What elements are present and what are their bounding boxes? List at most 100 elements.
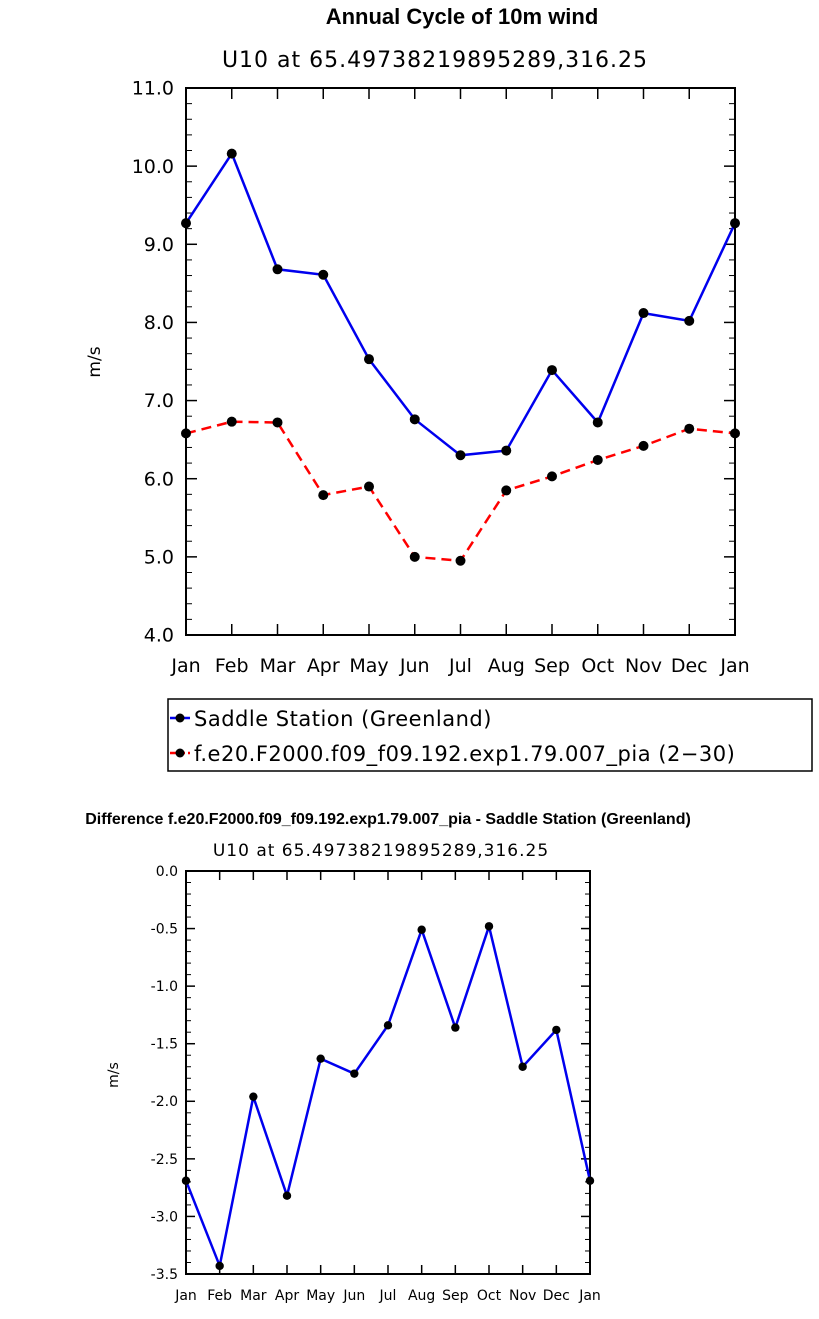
chart1-series-1-point — [730, 428, 740, 439]
chart1-xtick-label: Mar — [260, 655, 296, 677]
legend-box — [167, 698, 813, 772]
chart2-ylabel: m/s — [106, 1062, 122, 1088]
chart1-ytick-label: 9.0 — [144, 234, 174, 256]
chart2-xtick-label: Jan — [174, 1288, 197, 1304]
chart2-ytick-label: -3.0 — [151, 1209, 178, 1225]
chart1-series-1-point — [684, 423, 695, 434]
chart2-series-0-point — [181, 1176, 191, 1185]
chart2-xtick-label: Jan — [578, 1288, 601, 1304]
chart2-title: Difference f.e20.F2000.f09_f09.192.exp1.… — [85, 811, 691, 828]
chart1-xtick-label: Dec — [671, 655, 708, 677]
chart1-series-0-point — [455, 450, 466, 461]
chart2-series-0-point — [282, 1191, 292, 1200]
chart1-series-1-point — [181, 428, 191, 439]
chart2-xtick-label: Jun — [342, 1288, 365, 1304]
chart2-xtick-label: Aug — [408, 1288, 435, 1304]
chart2-xtick-label: Dec — [543, 1288, 570, 1304]
chart1-series-0-point — [730, 218, 740, 229]
chart2-series-0-point — [585, 1176, 595, 1185]
chart2-ytick-label: -3.5 — [151, 1267, 178, 1283]
chart1-series-1-point — [638, 440, 649, 451]
chart1-xtick-label: Feb — [215, 655, 249, 677]
chart1-series-0-line — [184, 150, 737, 457]
chart1-series-1-point — [318, 490, 329, 501]
chart1-xtick-label: Jul — [448, 655, 472, 677]
chart2-xtick-label: May — [306, 1288, 335, 1304]
chart2-series-0-point — [552, 1025, 561, 1035]
legend — [170, 713, 190, 758]
chart2-series-0-point — [451, 1023, 460, 1032]
chart1-series-0-point — [501, 445, 512, 456]
chart1-series-0-point — [318, 269, 329, 280]
chart1-series-0-point — [181, 218, 191, 229]
chart1-series-0-point — [409, 414, 420, 425]
chart1-ytick-label: 5.0 — [144, 547, 174, 569]
legend-label-saddle: Saddle Station (Greenland) — [194, 707, 492, 731]
chart2-xtick-label: Feb — [207, 1288, 232, 1304]
chart1-xtick-label: Aug — [488, 655, 525, 677]
legend-marker-model — [175, 748, 185, 758]
chart1-ytick-label: 10.0 — [132, 156, 174, 178]
chart1-xtick-label: Jun — [399, 655, 430, 677]
chart2-series-0-point — [383, 1021, 393, 1030]
chart1-series-0-point — [547, 365, 557, 376]
chart2-series-0-point — [518, 1062, 527, 1071]
chart1-ytick-label: 7.0 — [144, 390, 174, 412]
chart1-series-1-line — [185, 420, 736, 563]
chart1-xtick-label: Sep — [534, 655, 570, 677]
chart2-series-0-line — [184, 921, 592, 1271]
chart2-series-0-point — [215, 1261, 224, 1271]
chart2-series-0-point — [316, 1054, 325, 1063]
chart2-xtick-label: Apr — [275, 1288, 299, 1304]
chart2-xtick-label: Mar — [240, 1288, 267, 1304]
chart1-frame — [185, 87, 736, 636]
chart1-title: Annual Cycle of 10m wind — [326, 4, 599, 29]
chart2-ytick-label: -2.5 — [151, 1152, 178, 1168]
chart1-series-0-point — [638, 308, 649, 319]
chart1-series-0-point — [226, 148, 237, 159]
chart1-series-1-point — [501, 485, 512, 496]
chart1-series-0-point — [364, 354, 374, 365]
chart2-series-0-point — [350, 1069, 359, 1078]
chart1-series-1-point — [272, 417, 283, 428]
chart1-ytick-label: 6.0 — [144, 468, 174, 490]
chart2-series-0-point — [484, 922, 494, 931]
chart2-subtitle: U10 at 65.49738219895289,316.25 — [213, 841, 549, 861]
chart1-xtick-label: Apr — [307, 655, 340, 677]
chart2-ytick-label: -1.0 — [151, 979, 178, 995]
chart1-subtitle: U10 at 65.49738219895289,316.25 — [222, 48, 648, 73]
chart2-xtick-label: Oct — [477, 1288, 502, 1304]
chart1-series-1-point — [455, 555, 466, 566]
chart1-series-1-point — [592, 454, 603, 465]
chart1-series-0-point — [272, 264, 283, 275]
chart1-xtick-label: Jan — [170, 655, 200, 677]
chart1-xtick-label: Nov — [625, 655, 662, 677]
chart2-frame — [185, 870, 591, 1275]
chart1-series-0-point — [684, 315, 695, 326]
chart1-ytick-label: 4.0 — [144, 625, 174, 647]
chart1-series-1-point — [226, 416, 237, 427]
legend-label-model: f.e20.F2000.f09_f09.192.exp1.79.007_pia … — [194, 742, 735, 767]
chart1-xtick-label: May — [349, 655, 388, 677]
chart2-ytick-label: -2.0 — [151, 1094, 178, 1110]
chart2-ytick-label: -0.5 — [151, 921, 178, 937]
chart1-series-1-point — [547, 471, 557, 482]
chart1-ylabel: m/s — [85, 346, 105, 377]
chart2-plot: -3.5 -3.0 -2.5 -2.0 -1.5 -1.0 -0.5 0.0 Jan Feb Mar… — [151, 864, 601, 1304]
legend-marker-saddle — [175, 713, 185, 723]
chart2-series-0-point — [249, 1092, 258, 1101]
chart1-series-1-point — [364, 481, 374, 492]
chart1-xtick-label: Jan — [719, 655, 749, 677]
chart1-series-1-point — [409, 551, 420, 562]
chart2-ytick-label: 0.0 — [156, 864, 178, 880]
chart2-ytick-label: -1.5 — [151, 1037, 178, 1053]
chart1-ytick-label: 8.0 — [144, 312, 174, 334]
chart2-xtick-label: Nov — [509, 1288, 536, 1304]
chart2-xtick-label: Sep — [442, 1288, 469, 1304]
chart2-xtick-label: Jul — [379, 1288, 397, 1304]
chart1-ytick-label: 11.0 — [132, 78, 174, 100]
chart1-plot: 4.0 5.0 6.0 7.0 8.0 9.0 10.0 11.0 Jan Feb Mar Apr Ma… — [132, 78, 750, 677]
chart1-xtick-label: Oct — [581, 655, 614, 677]
